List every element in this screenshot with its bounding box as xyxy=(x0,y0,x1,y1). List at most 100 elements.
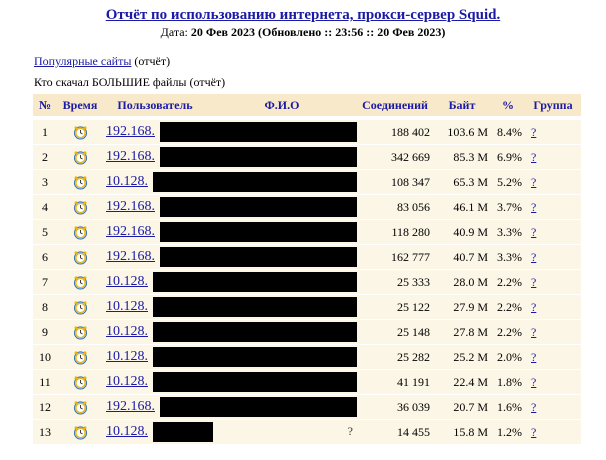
row-number: 7 xyxy=(33,270,57,295)
group-cell: ? xyxy=(525,145,581,170)
group-link[interactable]: ? xyxy=(531,224,537,239)
bytes-value: 28.0 M xyxy=(433,270,491,295)
row-number: 12 xyxy=(33,395,57,420)
percent-value: 1.8% xyxy=(491,370,525,395)
percent-value: 2.2% xyxy=(491,320,525,345)
time-report-link[interactable] xyxy=(57,395,103,420)
group-link[interactable]: ? xyxy=(531,249,537,264)
time-report-link[interactable] xyxy=(57,145,103,170)
bytes-value: 15.8 M xyxy=(433,420,491,445)
time-report-link[interactable] xyxy=(57,270,103,295)
col-header-bytes[interactable]: Байт xyxy=(433,94,491,117)
report-table: № Время Пользователь Ф.И.О Соединений Ба… xyxy=(33,94,581,445)
user-cell: 192.168. xyxy=(103,145,357,170)
row-number: 3 xyxy=(33,170,57,195)
row-number: 4 xyxy=(33,195,57,220)
group-cell: ? xyxy=(525,345,581,370)
bytes-value: 40.9 M xyxy=(433,220,491,245)
user-cell: 192.168. xyxy=(103,395,357,420)
group-link[interactable]: ? xyxy=(531,374,537,389)
group-link[interactable]: ? xyxy=(531,124,537,139)
user-ip-link[interactable]: 192.168. xyxy=(106,124,155,139)
time-report-link[interactable] xyxy=(57,170,103,195)
popular-sites-link[interactable]: Популярные сайты xyxy=(34,54,132,68)
connections-value: 41 191 xyxy=(357,370,433,395)
col-header-percent[interactable]: % xyxy=(491,94,525,117)
user-cell: 10.128. xyxy=(103,170,357,195)
report-header: Отчёт по использованию интернета, прокси… xyxy=(0,0,606,40)
user-ip-link[interactable]: 10.128. xyxy=(106,299,148,314)
user-cell: 192.168. xyxy=(103,220,357,245)
alarm-clock-icon[interactable] xyxy=(73,124,88,140)
user-ip-link[interactable]: 10.128. xyxy=(106,174,148,189)
group-cell: ? xyxy=(525,270,581,295)
connections-value: 108 347 xyxy=(357,170,433,195)
group-link[interactable]: ? xyxy=(531,299,537,314)
group-link[interactable]: ? xyxy=(531,174,537,189)
redaction-bar xyxy=(153,297,357,317)
percent-value: 1.6% xyxy=(491,395,525,420)
user-cell: 192.168. xyxy=(103,195,357,220)
user-ip-link[interactable]: 10.128. xyxy=(106,424,148,439)
popular-sites-suffix: (отчёт) xyxy=(131,54,171,68)
time-report-link[interactable] xyxy=(57,345,103,370)
user-ip-link[interactable]: 192.168. xyxy=(106,224,155,239)
alarm-clock-icon[interactable] xyxy=(73,274,88,290)
time-report-link[interactable] xyxy=(57,295,103,320)
col-header-connections[interactable]: Соединений xyxy=(357,94,433,117)
alarm-clock-icon[interactable] xyxy=(73,199,88,215)
user-cell: 192.168. xyxy=(103,245,357,270)
alarm-clock-icon[interactable] xyxy=(73,324,88,340)
alarm-clock-icon[interactable] xyxy=(73,374,88,390)
spacer-cell xyxy=(33,117,581,120)
col-header-group[interactable]: Группа xyxy=(525,94,581,117)
redaction-bar xyxy=(160,222,357,242)
time-report-link[interactable] xyxy=(57,220,103,245)
alarm-clock-icon[interactable] xyxy=(73,249,88,265)
user-ip-link[interactable]: 192.168. xyxy=(106,249,155,264)
connections-value: 14 455 xyxy=(357,420,433,445)
time-report-link[interactable] xyxy=(57,320,103,345)
group-link[interactable]: ? xyxy=(531,424,537,439)
col-header-user[interactable]: Пользователь xyxy=(103,94,207,117)
row-number: 10 xyxy=(33,345,57,370)
time-report-link[interactable] xyxy=(57,420,103,445)
alarm-clock-icon[interactable] xyxy=(73,349,88,365)
redaction-bar xyxy=(153,172,357,192)
group-cell: ? xyxy=(525,370,581,395)
time-report-link[interactable] xyxy=(57,120,103,145)
user-ip-link[interactable]: 10.128. xyxy=(106,349,148,364)
user-ip-link[interactable]: 192.168. xyxy=(106,149,155,164)
alarm-clock-icon[interactable] xyxy=(73,149,88,165)
col-header-fio[interactable]: Ф.И.О xyxy=(207,94,357,117)
bytes-value: 25.2 M xyxy=(433,345,491,370)
alarm-clock-icon[interactable] xyxy=(73,299,88,315)
alarm-clock-icon[interactable] xyxy=(73,399,88,415)
group-link[interactable]: ? xyxy=(531,274,537,289)
group-link[interactable]: ? xyxy=(531,199,537,214)
group-cell: ? xyxy=(525,220,581,245)
col-header-number[interactable]: № xyxy=(33,94,57,117)
alarm-clock-icon[interactable] xyxy=(73,424,88,440)
alarm-clock-icon[interactable] xyxy=(73,224,88,240)
col-header-time[interactable]: Время xyxy=(57,94,103,117)
user-ip-link[interactable]: 10.128. xyxy=(106,274,148,289)
user-ip-link[interactable]: 10.128. xyxy=(106,324,148,339)
group-link[interactable]: ? xyxy=(531,399,537,414)
time-report-link[interactable] xyxy=(57,245,103,270)
table-header-row: № Время Пользователь Ф.И.О Соединений Ба… xyxy=(33,94,581,117)
user-ip-link[interactable]: 192.168. xyxy=(106,199,155,214)
group-link[interactable]: ? xyxy=(531,149,537,164)
report-title[interactable]: Отчёт по использованию интернета, прокси… xyxy=(105,7,501,23)
user-ip-link[interactable]: 192.168. xyxy=(106,399,155,414)
bytes-value: 20.7 M xyxy=(433,395,491,420)
row-number: 11 xyxy=(33,370,57,395)
alarm-clock-icon[interactable] xyxy=(73,174,88,190)
header-spacer xyxy=(33,117,581,120)
report-links: Популярные сайты (отчёт) Кто скачал БОЛЬ… xyxy=(34,52,225,94)
time-report-link[interactable] xyxy=(57,370,103,395)
time-report-link[interactable] xyxy=(57,195,103,220)
group-link[interactable]: ? xyxy=(531,349,537,364)
user-ip-link[interactable]: 10.128. xyxy=(106,374,148,389)
group-link[interactable]: ? xyxy=(531,324,537,339)
